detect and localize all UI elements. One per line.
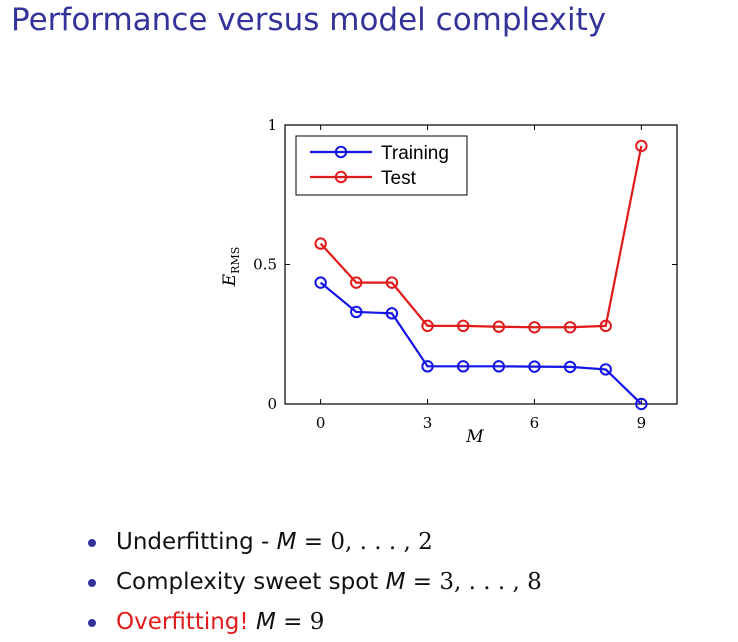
y-axis-label: ERMS <box>220 247 242 288</box>
data-point <box>421 360 434 373</box>
legend-label: Training <box>381 143 449 164</box>
y-ticks: 00.51 <box>253 116 677 413</box>
y-axis-label-sub: RMS <box>229 247 242 274</box>
legend-item: Training <box>310 143 449 164</box>
legend-label: Test <box>381 168 417 189</box>
data-point <box>385 307 399 320</box>
data-point <box>385 276 399 289</box>
math-expression: = 9 <box>275 609 325 635</box>
bullet-text: Overfitting! M = 9 <box>116 602 324 642</box>
data-point <box>528 360 541 373</box>
x-tick-label: 9 <box>637 414 647 432</box>
math-expression: = 0, . . . , 2 <box>296 529 433 555</box>
x-tick-label: 0 <box>316 414 326 432</box>
data-point <box>492 320 506 333</box>
series-line <box>319 145 643 329</box>
x-axis-label: M <box>465 427 484 447</box>
bullet-math: M = 0, . . . , 2 <box>277 529 433 555</box>
legend-box <box>295 135 468 196</box>
data-point <box>350 305 363 319</box>
math-variable: M <box>385 569 406 595</box>
bullet-lead: Overfitting! <box>116 609 256 635</box>
data-point <box>563 321 577 334</box>
math-variable: M <box>255 609 276 635</box>
bullet-dot <box>88 619 96 627</box>
series-line <box>319 281 643 405</box>
data-point <box>635 397 648 411</box>
y-tick-label: 1 <box>267 116 277 134</box>
y-tick-label: 0.5 <box>253 256 277 274</box>
bullet-math: M = 9 <box>256 609 324 635</box>
data-point <box>635 139 648 153</box>
series-training <box>314 276 648 411</box>
legend-marker <box>334 170 348 184</box>
series-layer <box>314 139 648 411</box>
data-point <box>528 321 541 334</box>
x-ticks: 0 3 6 9 <box>316 125 646 432</box>
data-point <box>314 276 327 289</box>
bullet-dot <box>88 579 96 587</box>
data-point <box>350 276 363 289</box>
data-point <box>314 237 327 250</box>
data-point <box>456 319 470 333</box>
y-axis-label-main: E <box>220 273 240 287</box>
legend: Training Test <box>295 135 468 196</box>
data-point <box>599 363 612 376</box>
math-expression: = 3, . . . , 8 <box>405 569 542 595</box>
x-tick-label: 3 <box>423 414 433 432</box>
bullet-lead: Underfitting - <box>116 529 277 555</box>
x-tick-label: 6 <box>530 414 540 432</box>
data-point <box>421 319 434 333</box>
data-point <box>492 360 506 373</box>
bullet-text: Complexity sweet spot M = 3, . . . , 8 <box>116 562 542 602</box>
data-point <box>599 319 612 333</box>
bullet-math: M = 3, . . . , 8 <box>386 569 542 595</box>
legend-marker <box>334 145 348 159</box>
bullet-lead: Complexity sweet spot <box>116 569 386 595</box>
bullet-text: Underfitting - M = 0, . . . , 2 <box>116 522 433 562</box>
bullet-dot <box>88 539 96 547</box>
y-tick-label: 0 <box>267 395 277 413</box>
series-test <box>314 139 648 334</box>
math-variable: M <box>276 529 297 555</box>
data-point <box>563 360 577 374</box>
legend-item: Test <box>310 168 417 189</box>
data-point <box>456 360 470 373</box>
slide-title: Performance versus model complexity <box>11 2 607 38</box>
